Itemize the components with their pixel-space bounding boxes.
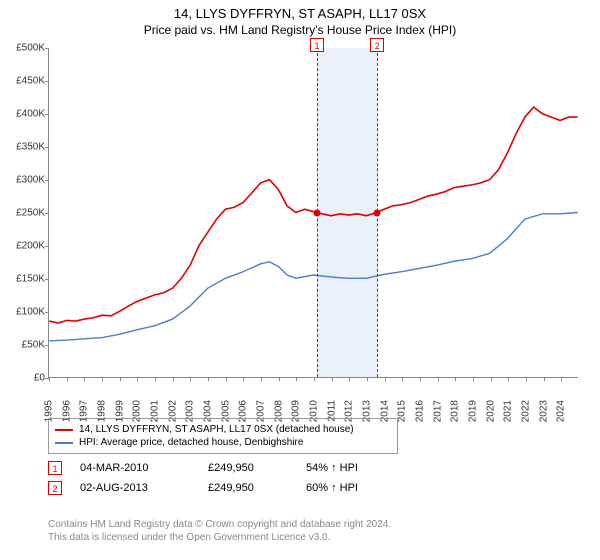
x-axis-tick <box>438 377 439 381</box>
y-axis-tick-label: £100K <box>3 307 45 318</box>
x-axis-tick <box>508 377 509 381</box>
x-axis-tick <box>420 377 421 381</box>
y-axis-tick-label: £50K <box>3 340 45 351</box>
transaction-dot <box>374 210 381 217</box>
y-axis-tick <box>45 279 49 280</box>
y-axis-tick <box>45 312 49 313</box>
x-axis-tick-label: 2018 <box>450 400 461 422</box>
x-axis-tick <box>455 377 456 381</box>
x-axis-tick <box>473 377 474 381</box>
transaction-index: 1 <box>48 461 62 475</box>
y-axis-tick <box>45 345 49 346</box>
x-axis-tick <box>561 377 562 381</box>
transaction-delta: 54% ↑ HPI <box>306 462 396 474</box>
x-axis-tick <box>243 377 244 381</box>
page-subtitle: Price paid vs. HM Land Registry's House … <box>0 21 600 43</box>
y-axis-tick <box>45 246 49 247</box>
transaction-date: 02-AUG-2013 <box>80 482 190 494</box>
x-axis-tick <box>208 377 209 381</box>
footer-line-2: This data is licensed under the Open Gov… <box>48 531 391 544</box>
x-axis-tick <box>137 377 138 381</box>
legend-item: HPI: Average price, detached house, Denb… <box>55 436 391 449</box>
x-axis-tick-label: 2020 <box>485 400 496 422</box>
legend-item: 14, LLYS DYFFRYN, ST ASAPH, LL17 0SX (de… <box>55 423 391 436</box>
x-axis-tick <box>67 377 68 381</box>
y-axis-tick-label: £150K <box>3 274 45 285</box>
x-axis-tick-label: 2019 <box>468 400 479 422</box>
transaction-price: £249,950 <box>208 482 288 494</box>
x-axis-tick-label: 2021 <box>503 400 514 422</box>
y-axis-tick-label: £300K <box>3 175 45 186</box>
x-axis-tick <box>526 377 527 381</box>
x-axis-tick <box>279 377 280 381</box>
x-axis-tick <box>402 377 403 381</box>
legend-label: 14, LLYS DYFFRYN, ST ASAPH, LL17 0SX (de… <box>79 424 354 435</box>
x-axis-tick <box>49 377 50 381</box>
legend: 14, LLYS DYFFRYN, ST ASAPH, LL17 0SX (de… <box>48 418 398 454</box>
x-axis-tick <box>332 377 333 381</box>
chart-container: 14, LLYS DYFFRYN, ST ASAPH, LL17 0SX Pri… <box>0 0 600 560</box>
x-axis-tick-label: 2022 <box>521 400 532 422</box>
x-axis-tick <box>120 377 121 381</box>
transaction-row: 1 04-MAR-2010 £249,950 54% ↑ HPI <box>48 458 396 478</box>
y-axis-tick-label: £400K <box>3 109 45 120</box>
x-axis-tick <box>261 377 262 381</box>
transaction-date: 04-MAR-2010 <box>80 462 190 474</box>
transaction-marker: 1 <box>310 38 324 52</box>
x-axis-tick <box>155 377 156 381</box>
x-axis-tick <box>102 377 103 381</box>
series-line <box>49 213 577 341</box>
transaction-marker: 2 <box>370 38 384 52</box>
transactions-table: 1 04-MAR-2010 £249,950 54% ↑ HPI 2 02-AUG-201… <box>48 458 396 498</box>
x-axis-tick <box>226 377 227 381</box>
x-axis-tick-label: 2017 <box>432 400 443 422</box>
x-axis-tick-label: 2023 <box>538 400 549 422</box>
x-axis-tick <box>544 377 545 381</box>
transaction-row: 2 02-AUG-2013 £249,950 60% ↑ HPI <box>48 478 396 498</box>
legend-swatch <box>55 442 73 444</box>
y-axis-tick <box>45 48 49 49</box>
y-axis-tick <box>45 147 49 148</box>
x-axis-tick-label: 2015 <box>397 400 408 422</box>
transaction-delta: 60% ↑ HPI <box>306 482 396 494</box>
y-axis-tick-label: £500K <box>3 43 45 54</box>
x-axis-tick-label: 2016 <box>415 400 426 422</box>
chart-plot-area: £0£50K£100K£150K£200K£250K£300K£350K£400… <box>48 48 578 378</box>
footer-line-1: Contains HM Land Registry data © Crown c… <box>48 518 391 531</box>
x-axis-tick <box>349 377 350 381</box>
x-axis-tick <box>367 377 368 381</box>
x-axis-tick <box>190 377 191 381</box>
x-axis-tick <box>385 377 386 381</box>
y-axis-tick-label: £200K <box>3 241 45 252</box>
transaction-price: £249,950 <box>208 462 288 474</box>
legend-swatch <box>55 429 73 431</box>
x-axis-tick <box>314 377 315 381</box>
y-axis-tick <box>45 114 49 115</box>
y-axis-tick-label: £0 <box>3 373 45 384</box>
y-axis-tick-label: £250K <box>3 208 45 219</box>
legend-label: HPI: Average price, detached house, Denb… <box>79 437 303 448</box>
y-axis-tick-label: £350K <box>3 142 45 153</box>
y-axis-tick <box>45 180 49 181</box>
x-axis-tick <box>296 377 297 381</box>
x-axis-tick <box>173 377 174 381</box>
page-title: 14, LLYS DYFFRYN, ST ASAPH, LL17 0SX <box>0 0 600 21</box>
y-axis-tick <box>45 213 49 214</box>
y-axis-tick <box>45 81 49 82</box>
y-axis-tick-label: £450K <box>3 76 45 87</box>
footer-note: Contains HM Land Registry data © Crown c… <box>48 518 391 544</box>
x-axis-tick-label: 2024 <box>556 400 567 422</box>
x-axis-tick <box>491 377 492 381</box>
x-axis-tick <box>84 377 85 381</box>
transaction-index: 2 <box>48 481 62 495</box>
transaction-dot <box>314 210 321 217</box>
